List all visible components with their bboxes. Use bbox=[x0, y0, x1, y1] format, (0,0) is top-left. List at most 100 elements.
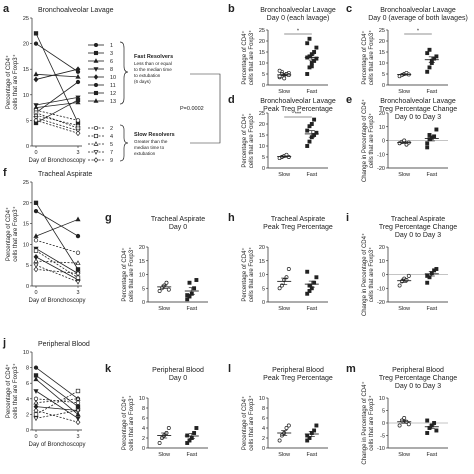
panel-j: j Peripheral Blood 0 2 4 6 8 10 Percentage of CD… bbox=[2, 337, 90, 448]
panel-letter-d: d bbox=[228, 94, 235, 106]
y-axis-label-b-1: cells that are Foxp3⁺ bbox=[248, 30, 255, 86]
point-l-0-3 bbox=[284, 426, 289, 430]
y-tick-label-c-2: 10 bbox=[379, 61, 385, 67]
point-g-1-6 bbox=[187, 280, 192, 285]
legend-label-slow-1: 4 bbox=[110, 134, 113, 140]
series-line-f-7 bbox=[35, 260, 79, 264]
series-line-j-0 bbox=[35, 367, 79, 400]
panel-title-k-line-0: Peripheral Blood bbox=[152, 367, 204, 374]
point-f-1-1 bbox=[75, 267, 81, 272]
point-e-1-6 bbox=[427, 133, 432, 137]
y-tick-label-j-1: 2 bbox=[26, 412, 29, 418]
point-a-4-0 bbox=[33, 76, 39, 83]
y-tick-label-l-0: 0 bbox=[262, 446, 265, 452]
point-f-5-0 bbox=[33, 238, 39, 243]
point-h-1-4 bbox=[314, 275, 319, 280]
panel-title-e-line-0: Bronchoalveolar Lavage bbox=[380, 98, 456, 105]
y-tick-label-j-2: 4 bbox=[26, 397, 29, 403]
category-label-m-0: Slow bbox=[398, 452, 410, 458]
legend-marker-fast-1 bbox=[93, 50, 99, 56]
y-tick-label-a-3: 15 bbox=[23, 67, 29, 73]
point-m-0-0 bbox=[397, 423, 402, 428]
legend-label-fast-7: 13 bbox=[110, 99, 116, 105]
panel-title-b-line-1: Day 0 (each lavage) bbox=[267, 15, 330, 22]
y-tick-label-l-3: 6 bbox=[262, 416, 265, 422]
point-f-2-1 bbox=[75, 216, 81, 222]
y-tick-label-b-4: 20 bbox=[259, 39, 265, 45]
panel-letter-c: c bbox=[346, 3, 352, 15]
point-b-1-10 bbox=[305, 41, 310, 46]
x-axis-label-f: Day of Bronchoscopy bbox=[28, 298, 85, 304]
point-f-7-0 bbox=[33, 258, 39, 263]
x-axis-label-j: Day of Bronchoscopy bbox=[28, 442, 85, 448]
y-tick-label-k-1: 2 bbox=[142, 436, 145, 442]
y-tick-label-b-3: 15 bbox=[259, 50, 265, 56]
point-j-9-0 bbox=[33, 407, 39, 414]
point-a-10-1 bbox=[75, 122, 81, 128]
legend-marker-fast-0 bbox=[93, 42, 99, 48]
y-tick-label-g-2: 10 bbox=[139, 273, 145, 279]
legend-label-fast-0: 1 bbox=[110, 43, 113, 49]
legend-label-slow-0: 2 bbox=[110, 126, 113, 132]
point-e-1-5 bbox=[425, 141, 430, 146]
point-a-2-1 bbox=[75, 73, 81, 79]
point-j-7-0 bbox=[33, 399, 39, 405]
point-a-4-1 bbox=[75, 66, 81, 73]
y-tick-label-f-2: 10 bbox=[23, 242, 29, 248]
y-tick-label-j-4: 8 bbox=[26, 366, 29, 372]
point-g-0-0 bbox=[157, 289, 162, 293]
y-axis-label-l-1: cells that are Foxp3⁺ bbox=[248, 395, 255, 451]
y-tick-label-i-2: 0 bbox=[382, 273, 385, 279]
y-tick-label-i-0: -20 bbox=[377, 300, 385, 306]
point-k-1-5 bbox=[185, 433, 190, 438]
point-b-1-12 bbox=[309, 64, 314, 69]
panel-letter-e: e bbox=[346, 94, 352, 106]
panel-letter-j: j bbox=[2, 337, 6, 349]
y-tick-label-m-4: 10 bbox=[379, 396, 385, 402]
y-tick-label-g-0: 0 bbox=[142, 300, 145, 306]
point-a-8-1 bbox=[75, 118, 81, 123]
point-f-5-1 bbox=[75, 250, 81, 255]
series-line-f-0 bbox=[35, 210, 79, 237]
panel-letter-h: h bbox=[228, 212, 235, 224]
panel-title-m-line-2: Day 0 to Day 3 bbox=[395, 383, 441, 390]
y-tick-label-l-4: 8 bbox=[262, 406, 265, 412]
series-line-j-6 bbox=[35, 390, 79, 415]
series-line-f-3 bbox=[35, 248, 79, 274]
panel-title-e-line-2: Day 0 to Day 3 bbox=[395, 114, 441, 121]
category-label-b-1: Fast bbox=[306, 89, 317, 95]
point-k-1-1 bbox=[187, 438, 192, 443]
point-g-1-4 bbox=[194, 278, 199, 282]
point-b-1-8 bbox=[312, 50, 317, 54]
y-axis-label-j-0: Percentage of CD4⁺ bbox=[5, 364, 12, 418]
point-m-1-4 bbox=[434, 428, 439, 433]
point-a-2-0 bbox=[33, 71, 39, 77]
panel-title-c-line-0: Bronchoalveolar Lavage bbox=[380, 7, 456, 14]
series-line-f-1 bbox=[35, 202, 79, 270]
point-h-1-0 bbox=[305, 291, 310, 296]
y-tick-label-m-2: 0 bbox=[382, 421, 385, 427]
panel-title-f: Tracheal Aspirate bbox=[38, 171, 92, 178]
point-j-0-0 bbox=[33, 365, 39, 370]
panel-title-m-line-1: Treg Percentage Change bbox=[379, 375, 457, 382]
point-b-0-7 bbox=[282, 76, 287, 81]
legend-marker-slow-4 bbox=[93, 157, 99, 163]
point-a-5-1 bbox=[75, 79, 81, 85]
point-m-0-2 bbox=[402, 416, 407, 420]
point-j-8-0 bbox=[33, 416, 39, 422]
y-axis-label-j-1: cells that are Foxp3⁺ bbox=[12, 363, 19, 419]
panel-f: f Tracheal Aspirate 0 5 10 15 20 25 Percentage o… bbox=[3, 167, 92, 304]
y-axis-label-i-1: cells that are Foxp3⁺ bbox=[368, 247, 375, 303]
panel-title-l-line-1: Peak Treg Percentage bbox=[263, 375, 333, 382]
y-tick-label-c-1: 5 bbox=[382, 72, 385, 78]
legend-marker-fast-6 bbox=[93, 90, 99, 96]
legend-label-slow-2: 5 bbox=[110, 142, 113, 148]
y-axis-label-k-0: Percentage of CD4⁺ bbox=[121, 396, 128, 450]
point-j-7-1 bbox=[75, 395, 81, 401]
point-f-7-1 bbox=[75, 260, 81, 265]
point-c-1-0 bbox=[425, 69, 430, 74]
